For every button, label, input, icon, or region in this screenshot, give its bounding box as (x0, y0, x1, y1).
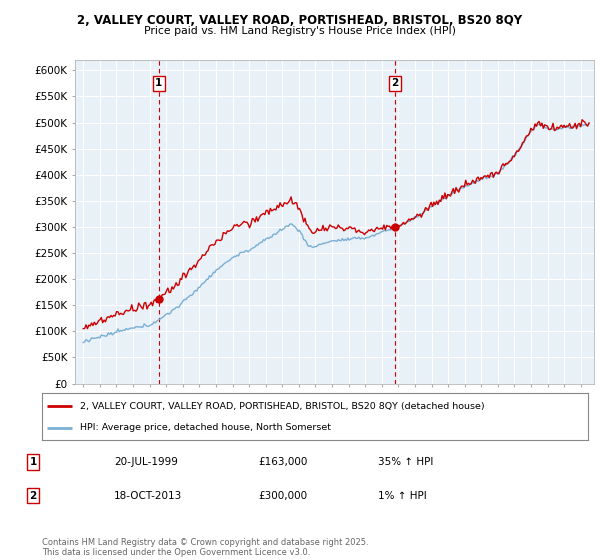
Text: 35% ↑ HPI: 35% ↑ HPI (378, 457, 433, 467)
Text: 1: 1 (29, 457, 37, 467)
Text: £163,000: £163,000 (258, 457, 307, 467)
Text: HPI: Average price, detached house, North Somerset: HPI: Average price, detached house, Nort… (80, 423, 331, 432)
Text: 18-OCT-2013: 18-OCT-2013 (114, 491, 182, 501)
Text: Price paid vs. HM Land Registry's House Price Index (HPI): Price paid vs. HM Land Registry's House … (144, 26, 456, 36)
Text: £300,000: £300,000 (258, 491, 307, 501)
Text: 2: 2 (391, 78, 398, 88)
Text: 2: 2 (29, 491, 37, 501)
Text: 1% ↑ HPI: 1% ↑ HPI (378, 491, 427, 501)
Text: Contains HM Land Registry data © Crown copyright and database right 2025.
This d: Contains HM Land Registry data © Crown c… (42, 538, 368, 557)
Text: 1: 1 (155, 78, 163, 88)
Text: 2, VALLEY COURT, VALLEY ROAD, PORTISHEAD, BRISTOL, BS20 8QY (detached house): 2, VALLEY COURT, VALLEY ROAD, PORTISHEAD… (80, 402, 485, 410)
Text: 2, VALLEY COURT, VALLEY ROAD, PORTISHEAD, BRISTOL, BS20 8QY: 2, VALLEY COURT, VALLEY ROAD, PORTISHEAD… (77, 14, 523, 27)
Text: 20-JUL-1999: 20-JUL-1999 (114, 457, 178, 467)
